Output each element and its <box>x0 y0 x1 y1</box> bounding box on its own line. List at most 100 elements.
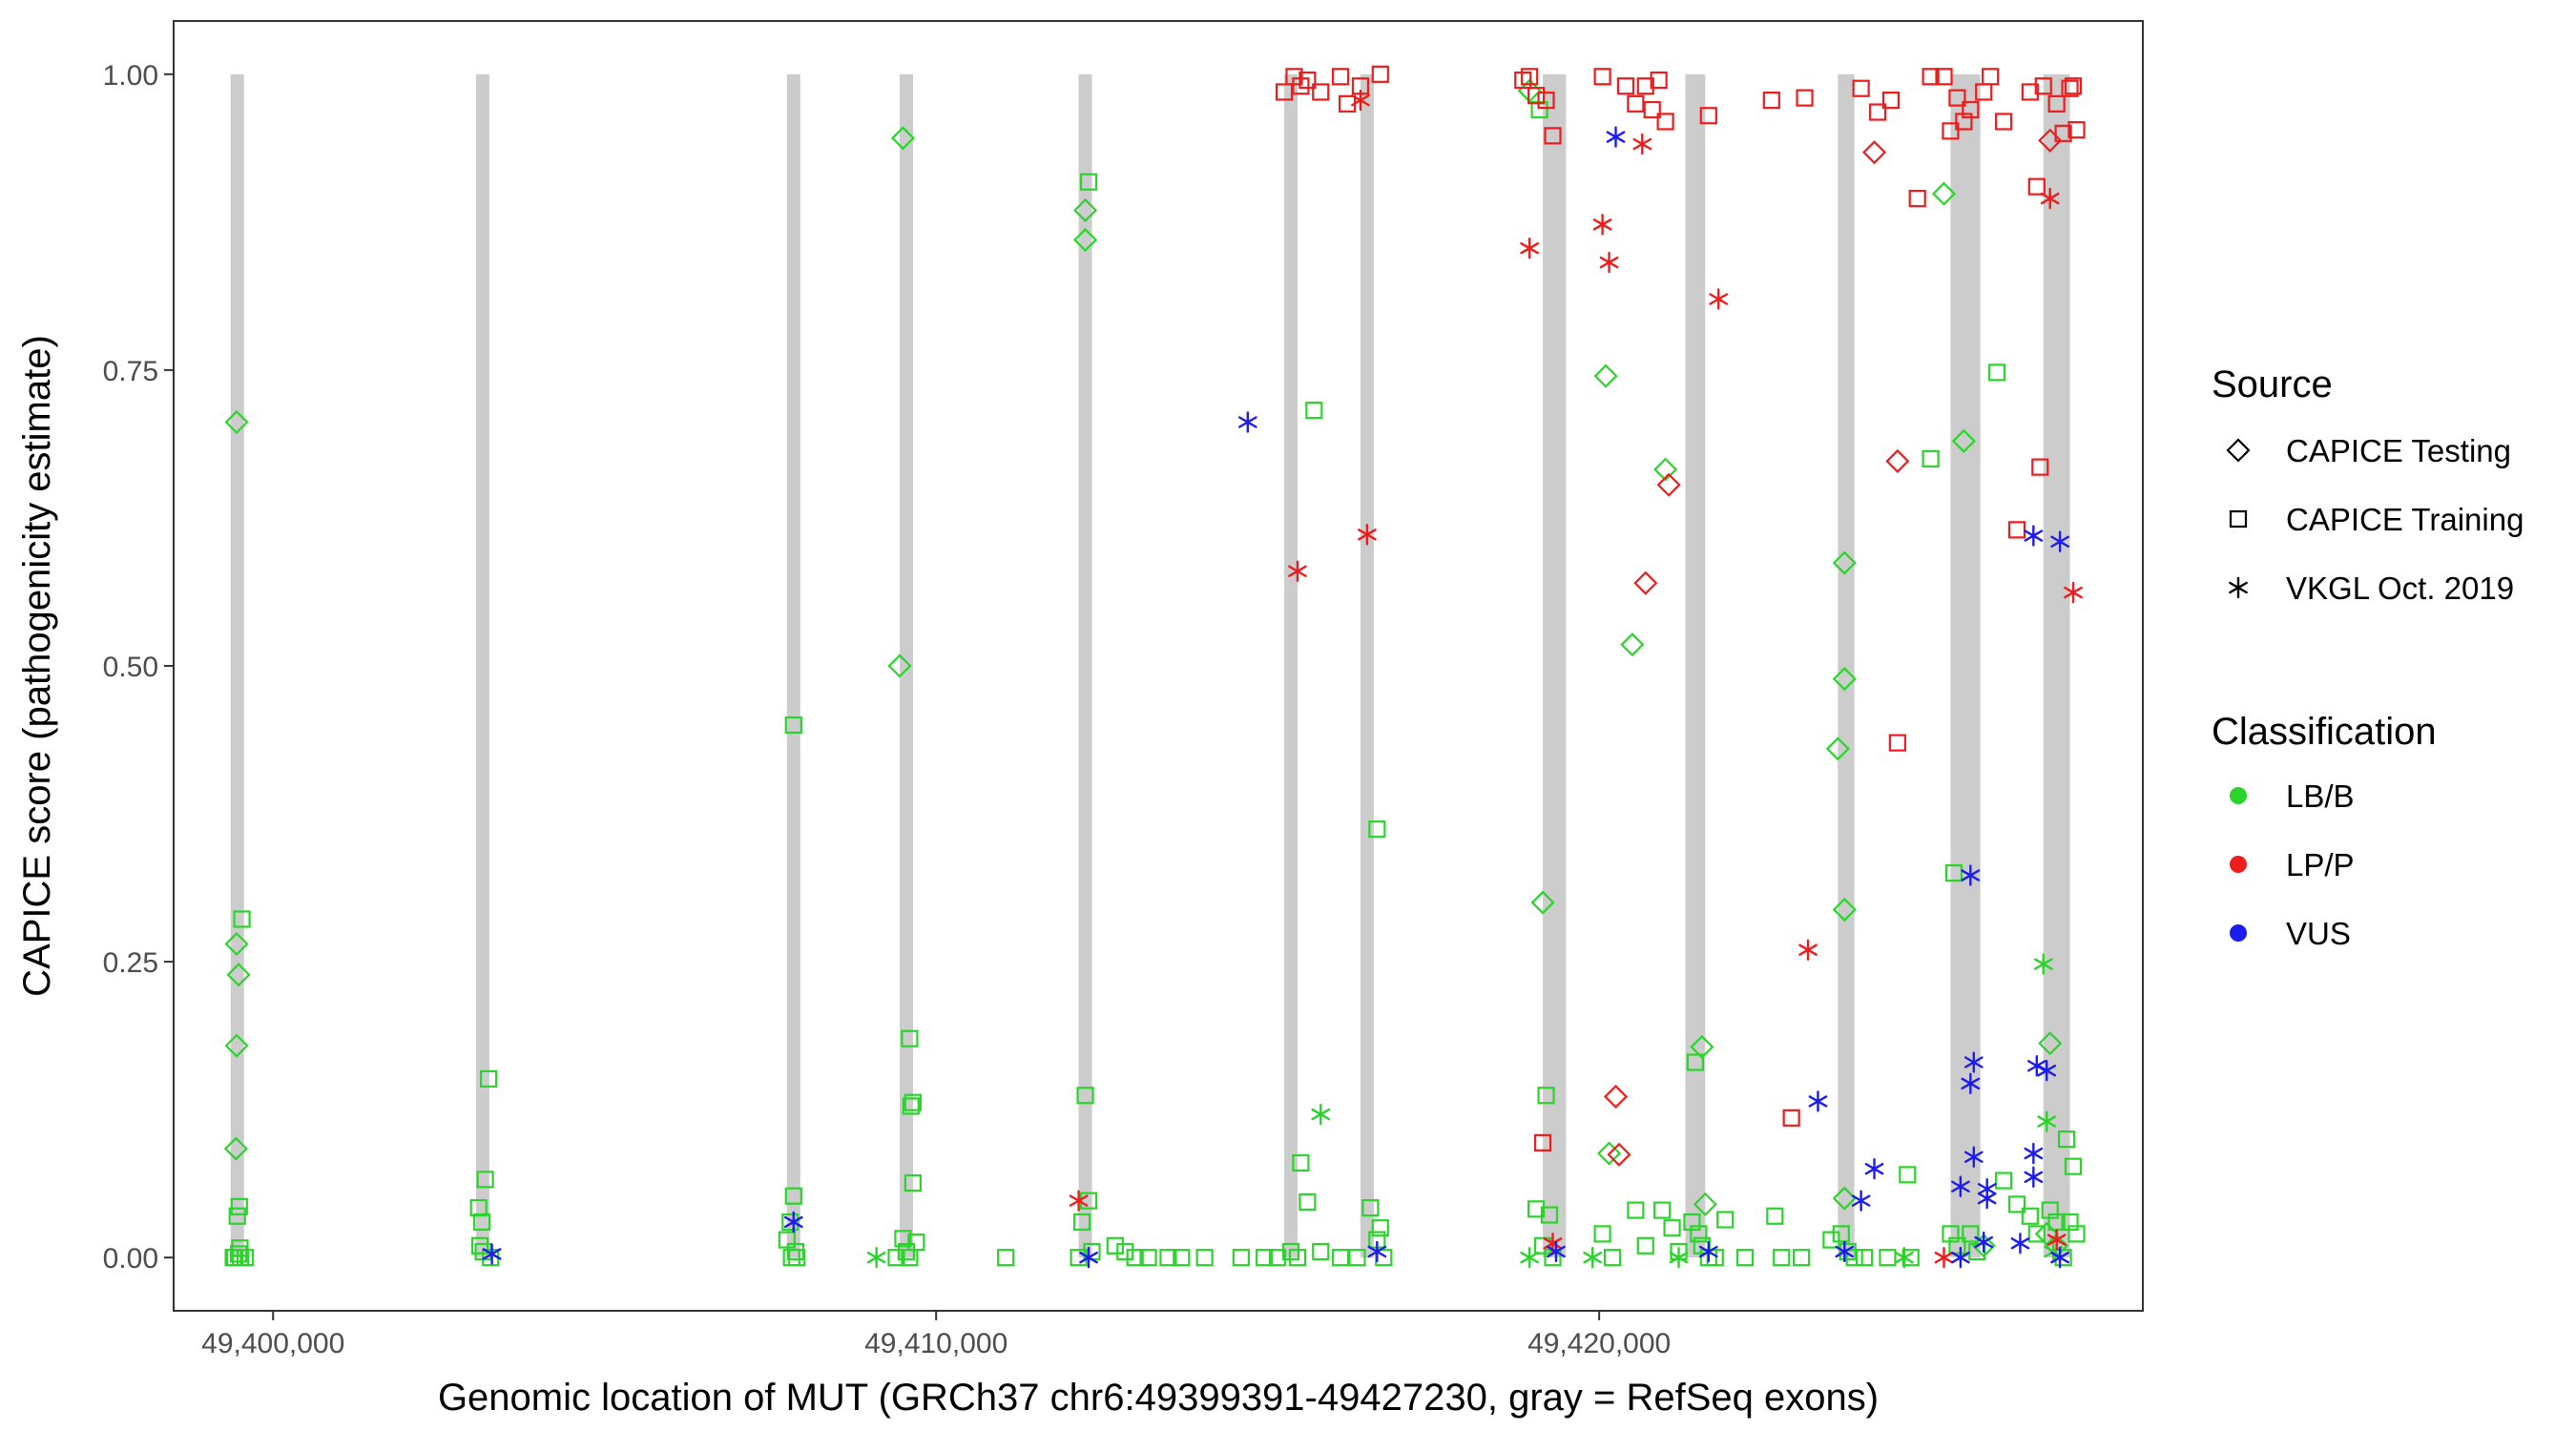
data-point <box>1312 83 1330 101</box>
data-point <box>1899 1166 1917 1184</box>
data-point <box>1994 113 2013 131</box>
data-point <box>1079 173 1098 191</box>
data-point <box>1106 1236 1124 1255</box>
data-point <box>1603 1249 1622 1267</box>
data-point <box>1232 1249 1250 1267</box>
legend-color-dot-icon <box>2230 924 2247 942</box>
data-point <box>1762 92 1780 110</box>
legend-source-title: Source <box>2212 363 2333 405</box>
data-point <box>1935 68 1953 86</box>
data-point <box>1885 448 1910 473</box>
data-point <box>1627 1201 1645 1219</box>
legend-class-label: VUS <box>2286 916 2351 951</box>
series-vkgl-oct-2019-lb-b <box>866 953 2064 1269</box>
data-point <box>2067 1225 2086 1243</box>
data-point <box>1653 1201 1672 1219</box>
data-point <box>1994 1172 2013 1190</box>
data-point <box>1686 1053 1705 1071</box>
data-point <box>904 1173 922 1192</box>
data-point <box>1195 1249 1214 1267</box>
data-point <box>1371 65 1389 83</box>
data-point <box>1669 1246 1689 1269</box>
data-point <box>1256 1249 1274 1267</box>
data-point <box>2054 1249 2072 1267</box>
data-point <box>887 653 912 678</box>
data-point <box>1977 1187 1997 1210</box>
legend-square-icon <box>2229 509 2248 529</box>
data-point <box>1069 1190 1089 1212</box>
data-point <box>1766 1207 1784 1225</box>
data-point <box>1861 140 1887 165</box>
data-point <box>1879 1249 1897 1267</box>
data-point <box>1951 1175 1970 1197</box>
data-point <box>1922 68 1940 86</box>
data-point <box>2054 124 2072 142</box>
data-point <box>1593 363 1618 388</box>
legend: Source CAPICE Testing CAPICE Training VKGL… <box>2212 363 2524 951</box>
data-point <box>904 1093 922 1111</box>
exon-band <box>1685 73 1706 1258</box>
data-point <box>1139 1249 1157 1267</box>
data-point <box>781 1213 800 1232</box>
data-point <box>2021 83 2039 101</box>
data-point <box>1974 1231 1994 1254</box>
data-point <box>1285 68 1303 86</box>
data-point <box>784 716 802 735</box>
data-point <box>2047 94 2066 113</box>
exon-band <box>1284 73 1298 1258</box>
data-point <box>2024 1166 2044 1189</box>
legend-class-label: LP/P <box>2286 847 2355 882</box>
data-point <box>1597 1141 1622 1166</box>
data-point <box>887 1249 905 1267</box>
data-point <box>1832 550 1857 575</box>
data-point <box>1607 1142 1631 1167</box>
legend-source-label: CAPICE Training <box>2286 502 2524 537</box>
x-axis-label: Genomic location of MUT (GRCh37 chr6:493… <box>438 1377 1879 1419</box>
data-point <box>2057 1130 2076 1149</box>
data-point <box>1793 1249 1811 1267</box>
data-point <box>1961 1072 1981 1095</box>
data-point <box>894 1230 912 1248</box>
data-point <box>1796 89 1814 107</box>
data-point <box>1851 1190 1871 1212</box>
data-point <box>476 1171 494 1189</box>
data-point <box>1856 1249 1874 1267</box>
data-point <box>1948 89 1966 107</box>
data-point <box>1962 1225 1980 1243</box>
data-point <box>1593 68 1611 86</box>
data-point <box>1656 113 1674 131</box>
data-point <box>2061 79 2079 97</box>
data-point <box>1305 401 1323 420</box>
data-point <box>480 1069 498 1088</box>
y-tick-label: 0.00 <box>103 1243 158 1275</box>
y-axis-label: CAPICE score (pathogenicity estimate) <box>16 335 58 997</box>
data-point <box>228 1207 246 1225</box>
data-point <box>1332 1249 1350 1267</box>
data-point <box>1533 1133 1552 1151</box>
data-point <box>1351 89 1370 112</box>
data-point <box>1073 197 1098 223</box>
data-point <box>1070 1249 1088 1267</box>
data-point <box>1368 820 1386 839</box>
data-point <box>1888 734 1906 752</box>
data-point <box>1808 1090 1828 1112</box>
data-point <box>1298 1192 1317 1211</box>
data-point <box>2007 521 2026 539</box>
data-point <box>226 963 251 987</box>
data-point <box>1292 1153 1310 1172</box>
data-point <box>997 1249 1015 1267</box>
data-point <box>1650 71 1668 90</box>
data-point <box>1540 1206 1559 1224</box>
data-point <box>1881 92 1901 110</box>
data-point <box>1633 570 1658 595</box>
data-point <box>1537 92 1555 110</box>
data-point <box>1690 1225 1708 1243</box>
data-point <box>2038 128 2063 153</box>
data-point <box>1544 127 1562 145</box>
exon-layer <box>230 73 2070 1258</box>
data-point <box>1735 1249 1755 1267</box>
data-point <box>1948 1236 1966 1255</box>
data-point <box>469 1198 488 1217</box>
exon-band <box>1360 73 1374 1258</box>
data-point <box>1963 1146 1984 1168</box>
